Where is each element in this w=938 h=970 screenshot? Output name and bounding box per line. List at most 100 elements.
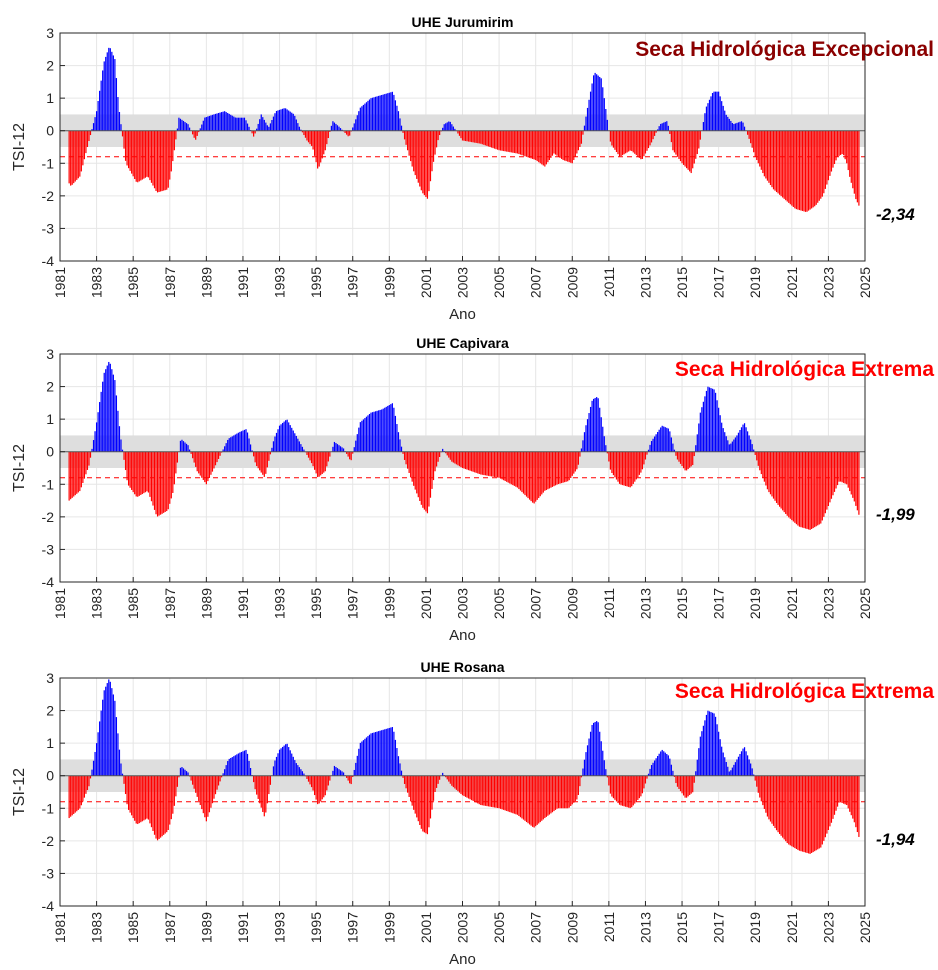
bar xyxy=(358,111,360,131)
bar xyxy=(655,130,657,133)
bar xyxy=(823,451,825,517)
bar xyxy=(280,748,282,776)
bar xyxy=(272,441,275,452)
bar xyxy=(259,119,261,131)
bar xyxy=(274,760,276,776)
bar xyxy=(762,775,764,806)
bar xyxy=(533,130,535,160)
bar xyxy=(820,775,822,848)
bar xyxy=(131,451,133,490)
bar xyxy=(132,130,134,177)
bar xyxy=(195,451,197,467)
bar xyxy=(89,775,92,779)
bar xyxy=(109,681,111,776)
bar xyxy=(542,451,544,493)
bar xyxy=(501,451,503,480)
bar xyxy=(115,78,118,131)
bar xyxy=(437,130,439,141)
bar xyxy=(618,775,621,805)
bar xyxy=(129,775,131,813)
bar xyxy=(757,451,759,466)
bar xyxy=(378,410,380,452)
bar xyxy=(571,130,573,164)
bar xyxy=(251,450,253,452)
bar xyxy=(498,451,500,478)
bar xyxy=(585,116,587,131)
bar xyxy=(315,451,317,474)
bar xyxy=(631,775,633,808)
bar xyxy=(513,451,515,486)
bar xyxy=(106,52,108,131)
bar xyxy=(719,415,721,452)
bar xyxy=(632,775,634,806)
bar xyxy=(451,775,453,786)
bar xyxy=(530,451,532,502)
bar xyxy=(660,123,662,131)
bar xyxy=(807,130,810,211)
bar xyxy=(413,451,415,486)
bar xyxy=(557,775,560,809)
bar xyxy=(88,451,90,466)
bar xyxy=(506,451,508,482)
bar xyxy=(332,770,334,776)
bar xyxy=(547,775,549,816)
bar xyxy=(138,130,140,182)
bar xyxy=(807,451,810,530)
bar xyxy=(121,773,124,776)
bar xyxy=(294,433,296,452)
bar xyxy=(230,437,232,452)
bar xyxy=(684,775,686,798)
bar xyxy=(435,451,438,467)
bar xyxy=(849,775,851,812)
bar xyxy=(411,130,413,167)
bar xyxy=(384,407,386,452)
bar xyxy=(329,130,331,132)
bar xyxy=(736,122,738,131)
bar xyxy=(692,775,694,793)
bar xyxy=(510,130,512,153)
bar xyxy=(593,398,595,452)
bar xyxy=(556,451,558,485)
bar xyxy=(452,126,454,131)
bar xyxy=(478,451,480,474)
bar xyxy=(376,731,378,776)
bar xyxy=(164,775,166,834)
bar xyxy=(371,412,374,452)
bar xyxy=(464,775,467,797)
bar xyxy=(384,729,386,776)
bar xyxy=(403,451,406,460)
bar xyxy=(559,451,561,484)
bar xyxy=(551,130,554,156)
bar xyxy=(730,443,732,452)
x-tick-label: 2005 xyxy=(491,588,507,619)
bar xyxy=(370,733,372,776)
bar xyxy=(74,775,76,813)
bar xyxy=(678,130,680,159)
bar xyxy=(317,775,319,805)
bar xyxy=(70,451,72,500)
bar xyxy=(641,130,644,159)
bar xyxy=(539,451,541,497)
bar xyxy=(475,130,477,143)
bar xyxy=(272,116,275,131)
bar xyxy=(89,130,92,136)
bar xyxy=(285,420,287,452)
bar xyxy=(352,127,354,131)
bar xyxy=(661,123,663,131)
x-tick-label: 1983 xyxy=(89,912,105,943)
bar xyxy=(321,130,323,159)
bar xyxy=(432,775,435,801)
bar xyxy=(760,130,762,170)
bar xyxy=(582,130,584,135)
bar xyxy=(577,775,579,795)
bar xyxy=(614,775,616,800)
bar xyxy=(794,130,796,209)
bar xyxy=(686,775,688,798)
bar xyxy=(788,775,790,845)
bar xyxy=(718,731,720,776)
bar xyxy=(434,775,436,792)
bar xyxy=(304,130,307,138)
bar xyxy=(137,130,139,183)
bar xyxy=(124,130,127,161)
bar xyxy=(373,97,375,131)
